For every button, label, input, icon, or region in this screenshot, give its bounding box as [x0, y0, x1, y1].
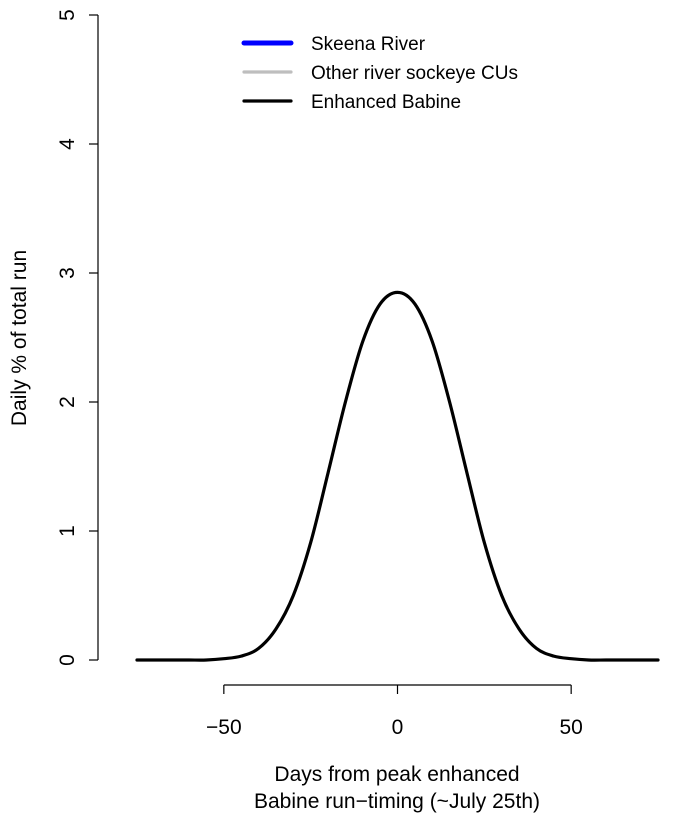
legend: Skeena River Other river sockeye CUs Enhan…	[241, 34, 518, 113]
x-axis-title-line1: Days from peak enhanced	[274, 763, 519, 786]
legend-label: Skeena River	[311, 34, 426, 55]
x-tick-label: 0	[392, 716, 404, 739]
legend-label: Other river sockeye CUs	[311, 63, 518, 84]
y-axis-title: Daily % of total run	[8, 250, 31, 426]
x-tick-label: −50	[206, 716, 242, 739]
axes: −50 0 50 0 1 2 3 4 5	[56, 9, 583, 739]
series-layer	[135, 290, 660, 662]
y-tick-label: 1	[56, 525, 79, 537]
series-line-enhanced-babine	[135, 290, 660, 662]
y-tick-label: 2	[56, 396, 79, 408]
y-tick-label: 0	[56, 654, 79, 666]
legend-label: Enhanced Babine	[311, 92, 461, 113]
x-axis-title-line2: Babine run−timing (~July 25th)	[254, 790, 540, 813]
y-tick-label: 5	[56, 9, 79, 21]
x-tick-label: 50	[559, 716, 582, 739]
y-tick-label: 3	[56, 267, 79, 279]
y-tick-label: 4	[56, 138, 79, 150]
